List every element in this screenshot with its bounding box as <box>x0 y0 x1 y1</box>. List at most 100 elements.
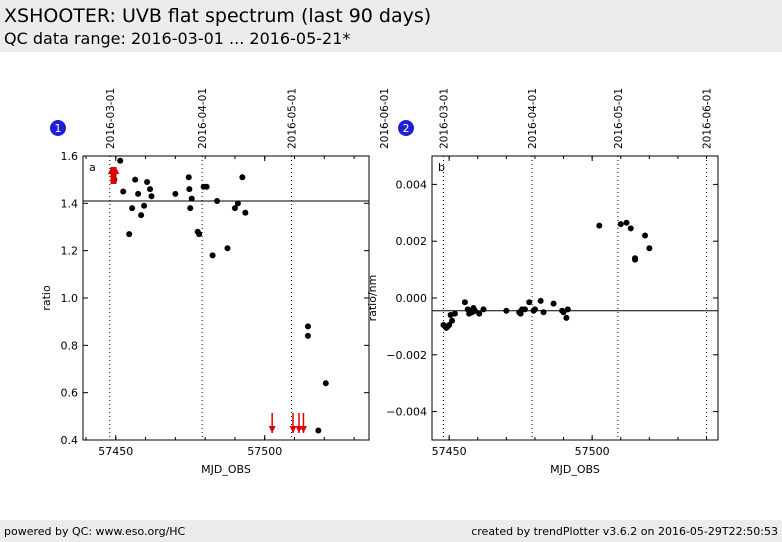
data-point <box>476 310 483 317</box>
y-tick-label: 1.2 <box>61 245 79 258</box>
data-point <box>242 209 249 216</box>
data-point <box>172 190 179 197</box>
data-point <box>239 174 246 181</box>
y-tick-label: 0.004 <box>396 178 428 191</box>
data-point <box>471 307 478 314</box>
data-point <box>224 245 231 252</box>
data-point <box>132 176 139 183</box>
date-marker-label: 2016-04-01 <box>197 88 209 149</box>
data-point <box>126 231 133 238</box>
data-point <box>540 309 547 316</box>
date-marker-label: 2016-03-01 <box>438 88 450 149</box>
date-marker-label: 2016-05-01 <box>613 88 625 149</box>
data-point <box>451 310 458 317</box>
panel-number-badge <box>398 120 414 136</box>
data-point <box>632 256 639 263</box>
x-axis-label: MJD_OBS <box>201 463 251 476</box>
data-point <box>446 321 453 328</box>
data-point <box>646 245 653 252</box>
data-point <box>480 306 487 313</box>
data-point <box>196 231 203 238</box>
data-point <box>188 195 195 202</box>
data-point <box>120 188 127 195</box>
data-point <box>129 205 136 212</box>
x-axis-label: MJD_OBS <box>550 463 600 476</box>
trend-plot: 2016-03-01 2016-04-01 2016-05-01 2016-06-01… <box>40 88 719 476</box>
outlier-arrow-head <box>299 426 307 433</box>
data-point <box>563 314 570 321</box>
data-point <box>617 221 624 228</box>
data-point <box>231 205 238 212</box>
data-point <box>461 299 468 306</box>
y-tick-label: 0.4 <box>61 434 79 447</box>
data-point <box>135 190 142 197</box>
y-tick-label: −0.004 <box>386 406 427 419</box>
panel-letter: a <box>89 161 96 174</box>
data-point <box>503 307 510 314</box>
data-point <box>138 212 145 219</box>
data-point <box>642 232 649 239</box>
data-point <box>322 380 329 387</box>
data-point <box>596 222 603 229</box>
data-point <box>315 427 322 434</box>
data-point <box>550 300 557 307</box>
outlier-arrow-head <box>295 426 303 433</box>
y-tick-label: 0.6 <box>61 387 79 400</box>
data-point <box>531 306 538 313</box>
x-tick-label: 57500 <box>575 445 610 458</box>
y-tick-label: 1.0 <box>61 292 79 305</box>
panel-letter: b <box>438 161 445 174</box>
data-point <box>627 225 634 232</box>
plot-frame <box>82 155 370 441</box>
y-axis-label: ratio <box>40 285 53 311</box>
y-tick-label: 0.000 <box>396 292 428 305</box>
data-point <box>560 309 567 316</box>
date-marker-label: 2016-05-01 <box>287 88 299 149</box>
data-point <box>141 202 148 209</box>
data-point <box>209 252 216 259</box>
outlier-arrow-head <box>268 426 276 433</box>
data-point <box>304 323 311 330</box>
data-point <box>186 186 193 193</box>
page-title: XSHOOTER: UVB flat spectrum (last 90 day… <box>4 5 432 27</box>
y-tick-label: 1.4 <box>61 197 79 210</box>
data-point <box>521 306 528 313</box>
x-tick-label: 57450 <box>432 445 467 458</box>
page-subtitle: QC data range: 2016-03-01 ... 2016-05-21… <box>4 29 351 48</box>
data-point <box>214 197 221 204</box>
data-point <box>187 205 194 212</box>
plot-frame <box>431 155 719 441</box>
date-marker-label: 2016-06-01 <box>702 88 714 149</box>
footer-credit: powered by QC: www.eso.org/HC <box>4 525 186 538</box>
data-point <box>304 332 311 339</box>
data-point <box>117 157 124 164</box>
x-tick-label: 57450 <box>98 445 133 458</box>
data-point <box>144 179 151 186</box>
data-point <box>234 200 241 207</box>
report-footer: powered by QC: www.eso.org/HC created by… <box>0 520 782 542</box>
outlier-arrow-head <box>289 426 297 433</box>
report-header: XSHOOTER: UVB flat spectrum (last 90 day… <box>0 0 782 52</box>
data-point <box>623 219 630 226</box>
data-point <box>147 186 154 193</box>
y-tick-label: 0.8 <box>61 339 79 352</box>
panel-number-label: 2 <box>403 122 410 135</box>
data-point <box>564 306 571 313</box>
x-tick-label: 57500 <box>247 445 282 458</box>
outlier-arrow-head <box>112 167 120 174</box>
data-point <box>203 183 210 190</box>
date-marker-label: 2016-03-01 <box>105 88 117 149</box>
data-point <box>526 299 533 306</box>
y-tick-label: 1.6 <box>61 150 79 163</box>
panel-b: 2016-03-01 2016-04-01 2016-05-01 2016-06-01… <box>366 88 719 476</box>
y-tick-label: −0.002 <box>386 349 427 362</box>
date-marker-label: 2016-06-01 <box>379 88 391 149</box>
panel-number-badge <box>50 120 66 136</box>
panel-a: 2016-03-01 2016-04-01 2016-05-01 2016-06-01… <box>40 88 391 476</box>
data-point <box>185 174 192 181</box>
data-point <box>148 193 155 200</box>
date-marker-label: 2016-04-01 <box>527 88 539 149</box>
panel-number-label: 1 <box>55 122 62 135</box>
data-point <box>537 297 544 304</box>
data-point <box>449 317 456 324</box>
